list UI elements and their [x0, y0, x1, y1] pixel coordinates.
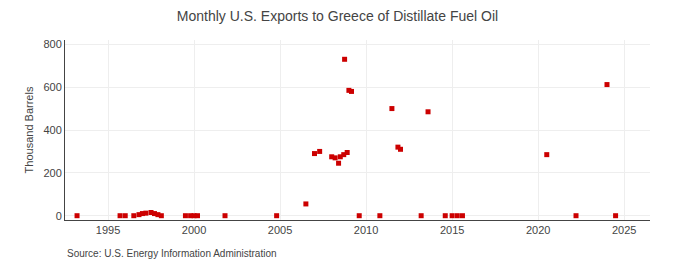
svg-text:1995: 1995 — [96, 224, 120, 236]
svg-text:200: 200 — [43, 167, 61, 179]
svg-text:0: 0 — [56, 210, 62, 222]
svg-text:Source: U.S. Energy Informatio: Source: U.S. Energy Information Administ… — [67, 248, 277, 259]
svg-text:2025: 2025 — [612, 224, 636, 236]
svg-text:600: 600 — [43, 81, 61, 93]
svg-text:2000: 2000 — [182, 224, 206, 236]
svg-text:2020: 2020 — [526, 224, 550, 236]
svg-text:2015: 2015 — [440, 224, 464, 236]
svg-text:Thousand Barrels: Thousand Barrels — [23, 86, 35, 173]
svg-text:400: 400 — [43, 124, 61, 136]
svg-text:800: 800 — [43, 38, 61, 50]
svg-text:Monthly U.S. Exports to Greece: Monthly U.S. Exports to Greece of Distil… — [177, 8, 498, 24]
svg-text:2005: 2005 — [268, 224, 292, 236]
svg-text:2010: 2010 — [354, 224, 378, 236]
